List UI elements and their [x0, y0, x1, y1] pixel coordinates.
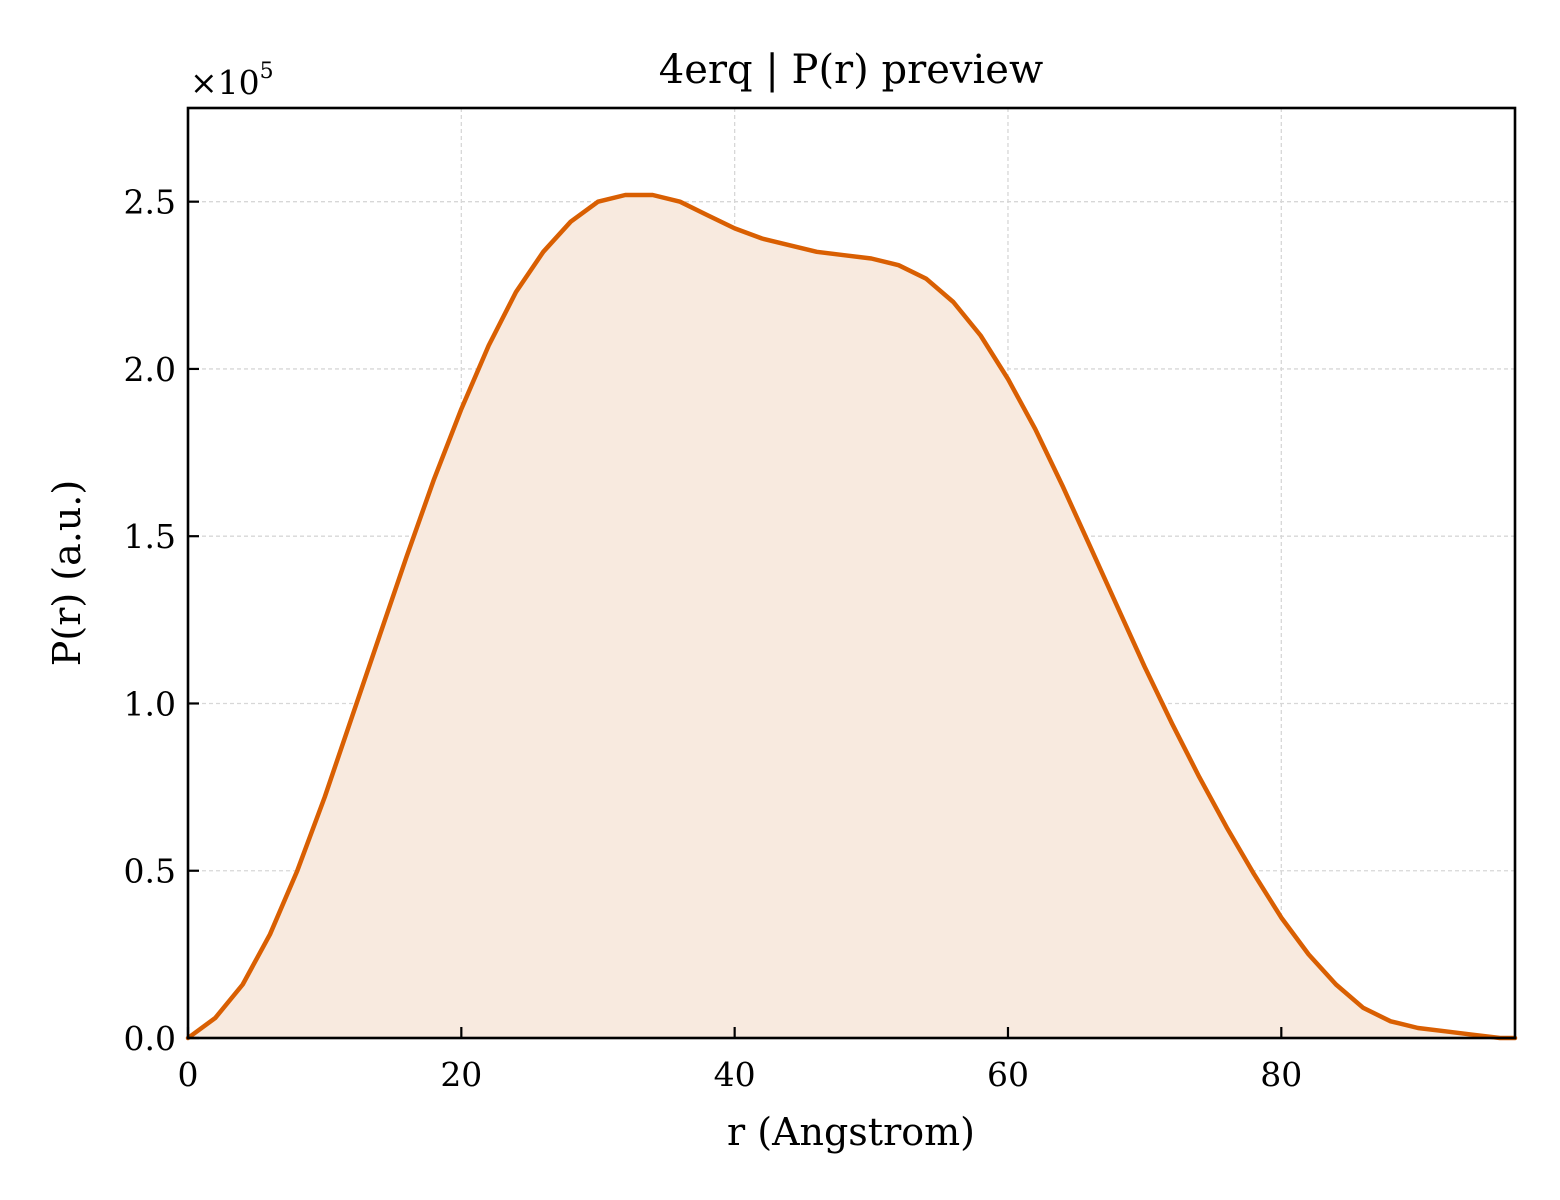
ticks: 0 20 40 60 80 0.0 0.5 1.0 1.5 2.0 2.5 [124, 183, 1303, 1094]
y-tick-label: 1.0 [124, 684, 176, 723]
x-tick-label: 60 [987, 1055, 1029, 1094]
x-tick-label: 20 [440, 1055, 482, 1094]
x-tick-label: 40 [714, 1055, 756, 1094]
y-offset-exponent: 5 [260, 59, 274, 84]
y-tick-label: 1.5 [124, 517, 176, 556]
area-fill [188, 195, 1515, 1038]
y-tick-label: 0.5 [124, 852, 176, 891]
x-tick-label: 80 [1260, 1055, 1302, 1094]
x-axis-label: r (Angstrom) [727, 1110, 975, 1154]
y-tick-label: 2.0 [124, 350, 176, 389]
x-tick-label: 0 [178, 1055, 199, 1094]
y-tick-label: 0.0 [124, 1019, 176, 1058]
series-line [185, 192, 1518, 1041]
y-offset-label: ×105 [190, 59, 274, 102]
chart-title: 4erq | P(r) preview [659, 47, 1043, 93]
plot-frame [186, 106, 1517, 1040]
y-axis-label: P(r) (a.u.) [45, 480, 89, 666]
y-tick-label: 2.5 [124, 183, 176, 222]
